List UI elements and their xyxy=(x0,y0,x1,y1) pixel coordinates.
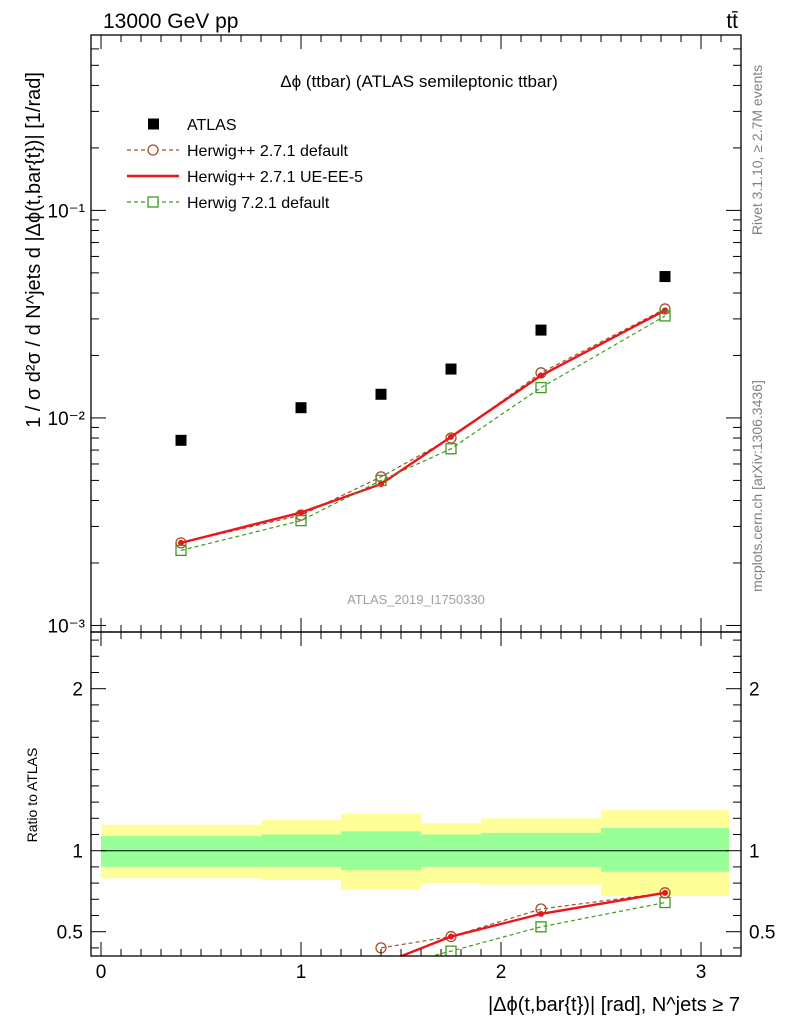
ratio-point xyxy=(445,945,457,956)
legend-marker xyxy=(147,144,159,156)
y-tick-label: 1 xyxy=(749,842,760,863)
data-point xyxy=(659,310,671,322)
y-axis-label: 1 / σ d²σ / d N^jets d |Δϕ(t,bar{t})| [1… xyxy=(23,72,45,428)
series-line xyxy=(180,309,666,545)
legend-label: Herwig++ 2.7.1 default xyxy=(187,143,349,160)
data-point xyxy=(178,539,184,546)
data-point xyxy=(538,372,544,379)
data-point xyxy=(535,381,547,394)
ratio-line xyxy=(398,891,666,956)
data-point xyxy=(298,509,304,516)
x-tick-label: 2 xyxy=(496,962,507,983)
data-point xyxy=(375,388,387,400)
header-process: 13000 GeV pp xyxy=(103,10,238,33)
ratio-y-axis-label: Ratio to ATLAS xyxy=(24,748,40,843)
ratio-series xyxy=(376,896,671,974)
data-point xyxy=(375,474,387,487)
data-point xyxy=(295,402,307,414)
series xyxy=(175,310,671,557)
ratio-marks xyxy=(101,810,729,974)
analysis-watermark: ATLAS_2019_I1750330 xyxy=(347,592,485,607)
ratio-point xyxy=(662,889,668,896)
y-tick-label: 10⁻¹ xyxy=(48,201,86,222)
y-tick-label: 10⁻² xyxy=(48,409,86,430)
ratio-frame xyxy=(90,631,742,957)
ratio-series xyxy=(378,889,668,967)
ratio-point xyxy=(376,964,386,974)
data-point xyxy=(445,432,457,444)
data-point xyxy=(445,363,457,375)
ratio-panel: 0 1 2 3 0.5 0.5 1 1 2 2 Ratio to ATLAS |Δϕ(t,bar{… xyxy=(24,631,775,1016)
y-tick-label: 1 xyxy=(72,842,83,863)
stat-uncertainty-band xyxy=(601,828,729,872)
main-panel: 10⁻¹ 10⁻² 10⁻³ Δϕ (ttbar) (ATLAS semilepto… xyxy=(23,34,742,637)
data-point xyxy=(659,303,671,315)
legend-entry: ATLAS xyxy=(148,117,237,134)
y-tick-label: 0.5 xyxy=(57,923,83,944)
series xyxy=(178,307,668,546)
y-tick-label: 0.5 xyxy=(749,923,775,944)
y-tick-label: 10⁻³ xyxy=(48,616,86,637)
legend-label: Herwig++ 2.7.1 UE-EE-5 xyxy=(187,169,363,186)
legend-marker xyxy=(148,118,159,130)
legend-label: Herwig 7.2.1 default xyxy=(187,195,330,212)
rivet-label: Rivet 3.1.10, ≥ 2.7M events xyxy=(749,65,765,235)
stat-uncertainty-band xyxy=(101,836,261,867)
legend-entry: Herwig 7.2.1 default xyxy=(127,195,330,212)
x-axis-label: |Δϕ(t,bar{t})| [rad], N^jets ≥ 7 xyxy=(488,994,740,1016)
chart-title: Δϕ (ttbar) (ATLAS semileptonic ttbar) xyxy=(280,72,558,91)
stat-uncertainty-band xyxy=(481,832,601,867)
x-tick-label: 3 xyxy=(696,962,707,983)
series-line xyxy=(180,308,666,544)
ratio-series xyxy=(375,887,671,954)
ratio-axis-ticks: 0 1 2 3 0.5 0.5 1 1 2 2 xyxy=(57,632,775,983)
y-tick-label: 2 xyxy=(72,680,83,701)
data-point xyxy=(175,544,187,557)
ratio-point xyxy=(378,961,384,967)
data-point xyxy=(535,324,547,336)
data-point xyxy=(659,271,671,283)
ratio-point xyxy=(535,921,547,933)
legend-entry: Herwig++ 2.7.1 UE-EE-5 xyxy=(127,169,363,186)
x-tick-label: 1 xyxy=(296,962,307,983)
data-point xyxy=(445,443,457,455)
data-point xyxy=(175,537,187,549)
ratio-line xyxy=(380,892,666,949)
ratio-point xyxy=(448,933,454,940)
legend-entry: Herwig++ 2.7.1 default xyxy=(127,143,349,160)
data-point xyxy=(448,433,454,440)
y-tick-label: 2 xyxy=(749,680,760,701)
data-point xyxy=(295,514,307,527)
ratio-line xyxy=(429,901,666,956)
legend: ATLAS Herwig++ 2.7.1 default Herwig++ 2.7.… xyxy=(127,117,363,212)
series xyxy=(175,271,671,446)
series-line xyxy=(180,315,666,551)
main-axis-ticks: 10⁻¹ 10⁻² 10⁻³ xyxy=(48,35,741,637)
mcplots-label: mcplots.cern.ch [arXiv:1306.3436] xyxy=(749,380,765,592)
header-final-state: tt̄ xyxy=(726,10,738,33)
ratio-point xyxy=(659,896,671,909)
series xyxy=(175,303,671,549)
legend-marker xyxy=(147,196,159,208)
main-marks xyxy=(175,271,671,557)
x-tick-label: 0 xyxy=(96,962,107,983)
legend-label: ATLAS xyxy=(187,117,237,134)
ratio-point xyxy=(445,930,457,943)
data-point xyxy=(175,434,187,446)
ratio-point xyxy=(538,910,544,917)
